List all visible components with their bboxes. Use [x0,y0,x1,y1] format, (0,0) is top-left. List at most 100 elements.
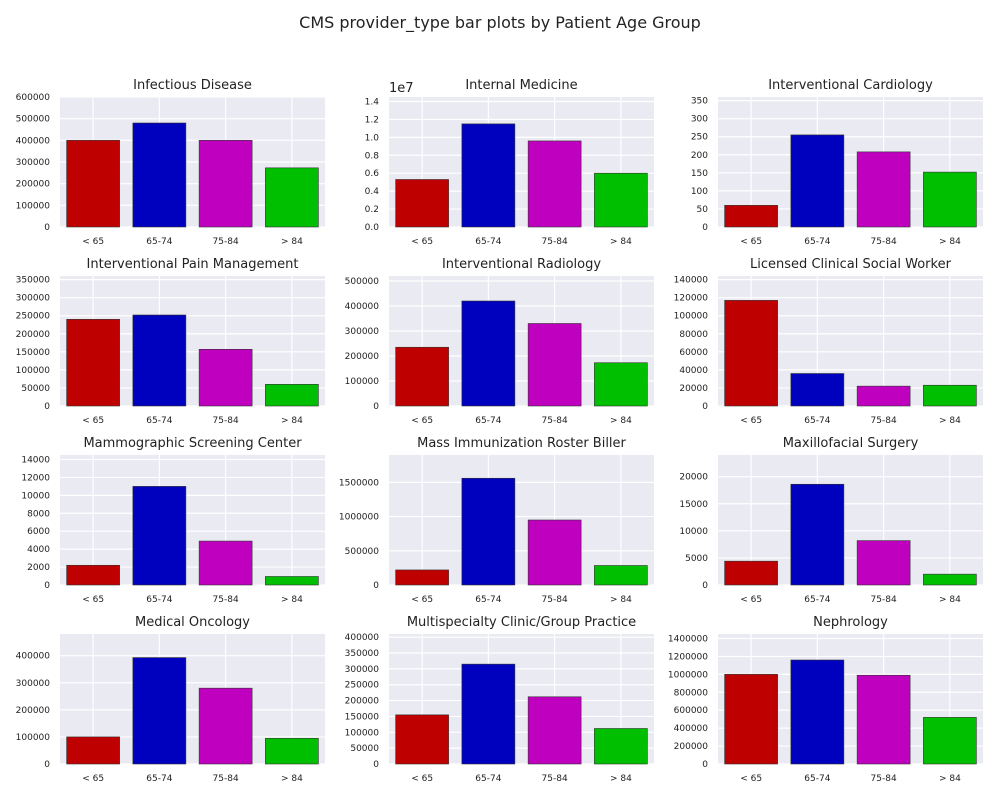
y-tick-label: 0 [702,581,708,591]
bar [461,300,516,407]
y-tick-label: 100000 [16,201,51,211]
bar [461,477,516,586]
y-tick-label: 8000 [27,509,50,519]
y-tick-label: 2000 [27,563,50,573]
x-tick-label: < 65 [82,774,104,784]
x-tick-label: 75-84 [871,237,897,247]
y-tick-label: 200000 [16,180,51,190]
y-tick-label: 12000 [21,473,50,483]
y-tick-label: 500000 [16,115,51,125]
y-tick-label: 300000 [16,158,51,168]
bar [395,179,449,228]
bar [132,122,187,228]
subplot-title: Mass Immunization Roster Biller [417,436,626,451]
subplot-title: Infectious Disease [133,78,252,93]
figure-title: CMS provider_type bar plots by Patient A… [299,13,701,33]
bar [198,687,253,765]
x-tick-label: 65-74 [146,416,172,426]
y-tick-label: 0.6 [365,169,380,179]
y-axis-offset-text: 1e7 [389,81,414,96]
y-tick-label: 400000 [16,136,51,146]
x-tick-label: < 65 [411,237,433,247]
bar [66,564,120,586]
bar [395,346,449,407]
bar [527,519,582,586]
x-tick-label: 65-74 [804,237,830,247]
y-tick-label: 0 [702,223,708,233]
y-tick-label: 350000 [345,649,380,659]
y-tick-label: 150 [691,169,708,179]
x-tick-label: 65-74 [804,774,830,784]
y-tick-label: 40000 [679,366,708,376]
subplot-title: Interventional Cardiology [768,78,933,93]
subplot-title: Medical Oncology [135,615,250,630]
x-tick-label: > 84 [610,774,632,784]
y-tick-label: 250000 [16,312,51,322]
x-tick-label: > 84 [281,237,303,247]
y-tick-label: 100000 [16,366,51,376]
bar-chart-panel: 0 2000 4000 6000 8000 10000 12000 14000 < 65 65-7… [21,436,325,605]
x-tick-label: < 65 [740,237,762,247]
y-tick-label: 0.8 [365,151,380,161]
bar [66,736,120,765]
subplot-title: Licensed Clinical Social Worker [750,257,952,272]
x-tick-label: 65-74 [475,774,501,784]
subplot-title: Interventional Radiology [442,257,601,272]
x-tick-label: 65-74 [475,416,501,426]
y-tick-label: 10000 [21,491,50,501]
y-tick-label: 0.4 [365,187,380,197]
bar [461,663,516,765]
y-tick-label: 0.0 [365,223,380,233]
y-tick-label: 140000 [674,276,709,286]
y-tick-label: 0 [44,223,50,233]
y-tick-label: 50000 [21,384,50,394]
bar [265,384,319,407]
bar [856,674,911,765]
x-tick-label: > 84 [281,774,303,784]
y-tick-label: 0 [44,760,50,770]
x-tick-label: 65-74 [146,595,172,605]
y-tick-label: 600000 [16,93,51,103]
y-tick-label: 150000 [16,348,51,358]
x-tick-label: 75-84 [542,237,568,247]
x-tick-label: < 65 [411,595,433,605]
x-tick-label: > 84 [610,595,632,605]
y-tick-label: 800000 [674,688,709,698]
x-tick-label: 75-84 [871,416,897,426]
y-tick-label: 4000 [27,545,50,555]
y-tick-label: 14000 [21,455,50,465]
y-tick-label: 250 [691,133,708,143]
x-tick-label: > 84 [939,237,961,247]
bar [198,140,253,228]
x-tick-label: < 65 [82,595,104,605]
x-tick-label: > 84 [281,595,303,605]
subplot-title: Maxillofacial Surgery [783,436,919,451]
y-tick-label: 300000 [345,665,380,675]
x-tick-label: 75-84 [542,416,568,426]
y-tick-label: 0 [702,402,708,412]
bar [724,674,778,765]
y-tick-label: 1500000 [339,478,379,488]
bar [198,540,253,586]
x-tick-label: 75-84 [213,416,239,426]
subplot-title: Mammographic Screening Center [83,436,302,451]
bar [790,659,845,765]
bar-chart-panel: 0 20000 40000 60000 80000 100000 120000 140000 <… [674,257,983,426]
y-tick-label: 400000 [345,633,380,643]
y-tick-label: 300000 [345,327,380,337]
y-tick-label: 300000 [16,679,51,689]
y-tick-label: 0 [44,581,50,591]
y-tick-label: 200000 [674,742,709,752]
bar [198,349,253,407]
y-tick-label: 350 [691,97,708,107]
plot-area [389,455,654,585]
bar [724,205,778,228]
y-tick-label: 0 [373,760,379,770]
subplot-title: Interventional Pain Management [87,257,299,272]
x-tick-label: < 65 [740,416,762,426]
x-tick-label: > 84 [610,237,632,247]
y-tick-label: 100000 [345,728,380,738]
y-tick-label: 1000000 [339,513,379,523]
x-tick-label: < 65 [411,774,433,784]
